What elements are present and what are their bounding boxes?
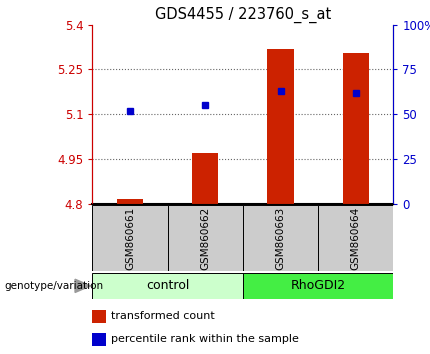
- Bar: [267, 48, 294, 204]
- Bar: [92, 273, 243, 299]
- Bar: [192, 154, 218, 204]
- Bar: [168, 205, 243, 271]
- Polygon shape: [75, 279, 90, 292]
- Text: GSM860661: GSM860661: [125, 206, 135, 270]
- Title: GDS4455 / 223760_s_at: GDS4455 / 223760_s_at: [155, 7, 331, 23]
- Bar: [343, 53, 369, 204]
- Text: percentile rank within the sample: percentile rank within the sample: [111, 334, 298, 344]
- Bar: [92, 310, 106, 323]
- Text: genotype/variation: genotype/variation: [4, 281, 104, 291]
- Bar: [243, 273, 393, 299]
- Text: GSM860662: GSM860662: [200, 206, 210, 270]
- Text: control: control: [146, 279, 189, 292]
- Text: GSM860664: GSM860664: [351, 206, 361, 270]
- Bar: [318, 205, 393, 271]
- Bar: [92, 333, 106, 346]
- Text: GSM860663: GSM860663: [276, 206, 286, 270]
- Text: transformed count: transformed count: [111, 311, 214, 321]
- Bar: [243, 205, 318, 271]
- Text: RhoGDI2: RhoGDI2: [291, 279, 346, 292]
- Bar: [92, 205, 168, 271]
- Bar: [117, 199, 143, 204]
